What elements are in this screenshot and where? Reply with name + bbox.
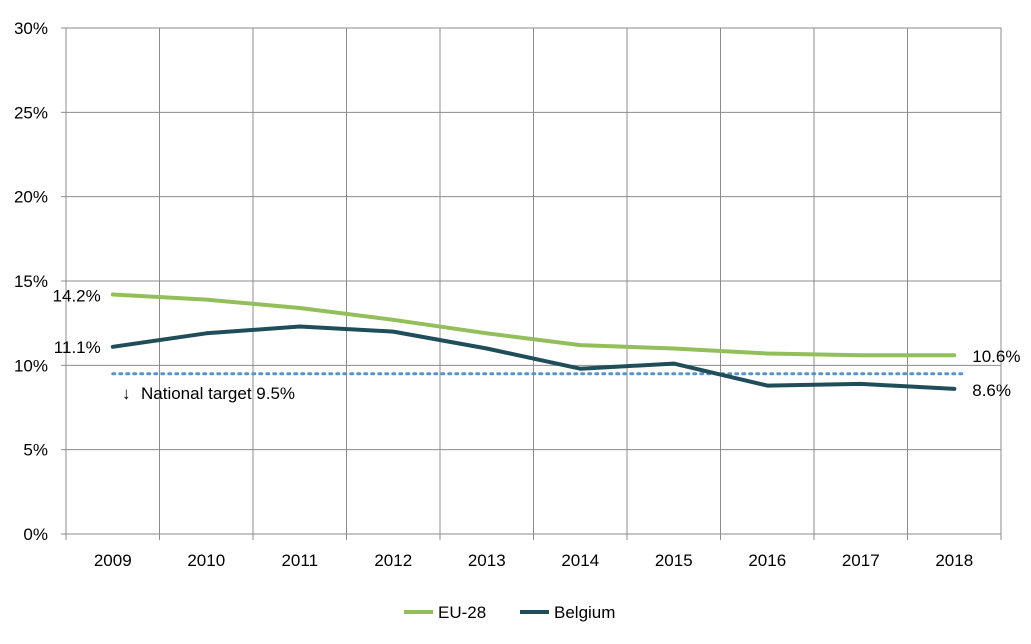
y-tick-label: 5% [23,441,48,460]
y-tick-label: 20% [14,188,48,207]
y-tick-label: 0% [23,525,48,544]
series-line-eu-28 [110,292,957,358]
x-tick-label: 2013 [468,551,506,570]
legend-label-eu28: EU-28 [438,603,486,622]
eu28-end-label: 10.6% [972,347,1020,366]
y-tick-label: 15% [14,272,48,291]
series-line-belgium [110,324,957,391]
x-tick-label: 2018 [935,551,973,570]
y-tick-label: 30% [14,19,48,38]
y-axis-tick-labels: 0% 5% 10% 15% 20% 25% 30% [14,19,48,544]
x-tick-label: 2011 [281,551,318,570]
vertical-gridlines [65,28,1002,540]
x-tick-label: 2014 [561,551,599,570]
national-target-annotation: ↓ National target 9.5% [122,384,295,403]
x-axis-tick-labels: 2009 2010 2011 2012 2013 2014 2015 2016 2017 2018 [94,551,973,570]
legend-label-belgium: Belgium [554,603,615,622]
x-tick-label: 2017 [842,551,880,570]
horizontal-gridlines [61,27,1001,535]
x-tick-label: 2009 [94,551,132,570]
x-tick-label: 2012 [374,551,412,570]
x-tick-label: 2010 [187,551,225,570]
y-tick-label: 25% [14,103,48,122]
belgium-end-label: 8.6% [972,381,1011,400]
x-tick-label: 2016 [748,551,786,570]
x-tick-label: 2015 [655,551,693,570]
legend: EU-28 Belgium [404,603,615,622]
belgium-start-label: 11.1% [54,338,101,357]
y-tick-label: 10% [14,356,48,375]
target-arrow-icon: ↓ [122,384,131,403]
target-label: National target 9.5% [141,384,295,403]
series-lines [110,292,957,391]
eu28-start-label: 14.2% [53,286,101,305]
